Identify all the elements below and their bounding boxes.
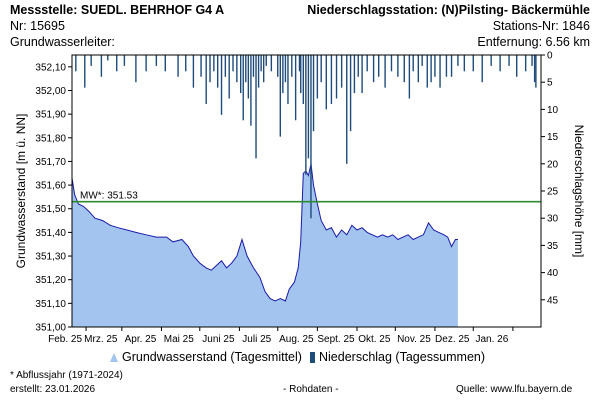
legend-groundwater: Grundwasserstand (Tagesmittel) bbox=[110, 350, 302, 364]
x-tick-label: Aug. 25 bbox=[279, 334, 314, 345]
legend-groundwater-label: Grundwasserstand (Tagesmittel) bbox=[122, 350, 302, 364]
y-tick-label: 352,10 bbox=[35, 62, 66, 73]
x-tick-label: Juli 25 bbox=[242, 334, 271, 345]
y-tick-label: 351,30 bbox=[35, 252, 66, 263]
y-tick-label: 351,60 bbox=[35, 181, 66, 192]
y-tick-label: 351,20 bbox=[35, 275, 66, 286]
precip-station-title: Niederschlagsstation: (N)Pilsting- Bäcke… bbox=[307, 3, 590, 17]
x-tick-label: Juni 25 bbox=[202, 334, 235, 345]
y-tick-label: 351,00 bbox=[35, 323, 66, 334]
x-tick-label: Apr. 25 bbox=[125, 334, 157, 345]
y2-tick-label: 5 bbox=[547, 78, 553, 89]
x-tick-label: Okt. 25 bbox=[358, 334, 391, 345]
y2-tick-label: 25 bbox=[547, 187, 559, 198]
y-axis-label: Grundwasserstand [m ü. NN] bbox=[14, 114, 28, 269]
x-tick-label: Feb. 25 bbox=[48, 334, 82, 345]
y-tick-label: 351,50 bbox=[35, 204, 66, 215]
x-tick-label: Mai 25 bbox=[164, 334, 194, 345]
y-tick-label: 351,40 bbox=[35, 228, 66, 239]
groundwater-line bbox=[71, 163, 458, 302]
y2-tick-label: 45 bbox=[547, 295, 559, 306]
y-tick-label: 352,00 bbox=[35, 86, 66, 97]
x-tick-label: Mrz. 25 bbox=[84, 334, 118, 345]
x-tick-label: Nov. 25 bbox=[397, 334, 431, 345]
legend-groundwater-swatch bbox=[110, 353, 118, 362]
y-tick-label: 351,10 bbox=[35, 299, 66, 310]
y2-tick-label: 15 bbox=[547, 132, 559, 143]
distance-label: Entfernung: 6.56 km bbox=[477, 35, 590, 49]
precip-station-number: Stations-Nr: 1846 bbox=[492, 19, 590, 33]
raw-data-note: - Rohdaten - bbox=[283, 384, 339, 395]
y2-axis-label: Niederschlagshöhe [mm] bbox=[572, 125, 586, 258]
y2-tick-label: 35 bbox=[547, 241, 559, 252]
y2-tick-label: 10 bbox=[547, 105, 559, 116]
abfluss-note: * Abflussjahr (1971-2024) bbox=[10, 370, 123, 381]
x-tick-label: Jan. 26 bbox=[475, 334, 508, 345]
y2-tick-label: 20 bbox=[547, 159, 559, 170]
legend-precip-label: Niederschlag (Tagessummen) bbox=[319, 350, 486, 364]
y-tick-label: 351,80 bbox=[35, 133, 66, 144]
y2-tick-label: 30 bbox=[547, 214, 559, 225]
y-tick-label: 351,70 bbox=[35, 157, 66, 168]
y2-tick-label: 40 bbox=[547, 268, 559, 279]
legend-precip-swatch bbox=[310, 352, 315, 363]
mean-line-label: MW*: 351.53 bbox=[80, 191, 138, 202]
source-label: Quelle: www.lfu.bayern.de bbox=[456, 384, 573, 395]
y2-tick-label: 0 bbox=[547, 51, 553, 62]
y-tick-label: 351,90 bbox=[35, 110, 66, 121]
created-date: erstellt: 23.01.2026 bbox=[10, 384, 96, 395]
x-tick-label: Sept. 25 bbox=[317, 334, 355, 345]
x-tick-label: Dez. 25 bbox=[435, 334, 470, 345]
legend-precip: Niederschlag (Tagessummen) bbox=[310, 350, 485, 364]
aquifer-label: Grundwasserleiter: bbox=[10, 35, 115, 49]
station-number: Nr: 15695 bbox=[10, 19, 65, 33]
station-title: Messstelle: SUEDL. BEHRHOF G4 A bbox=[10, 3, 225, 17]
groundwater-area bbox=[72, 163, 458, 327]
